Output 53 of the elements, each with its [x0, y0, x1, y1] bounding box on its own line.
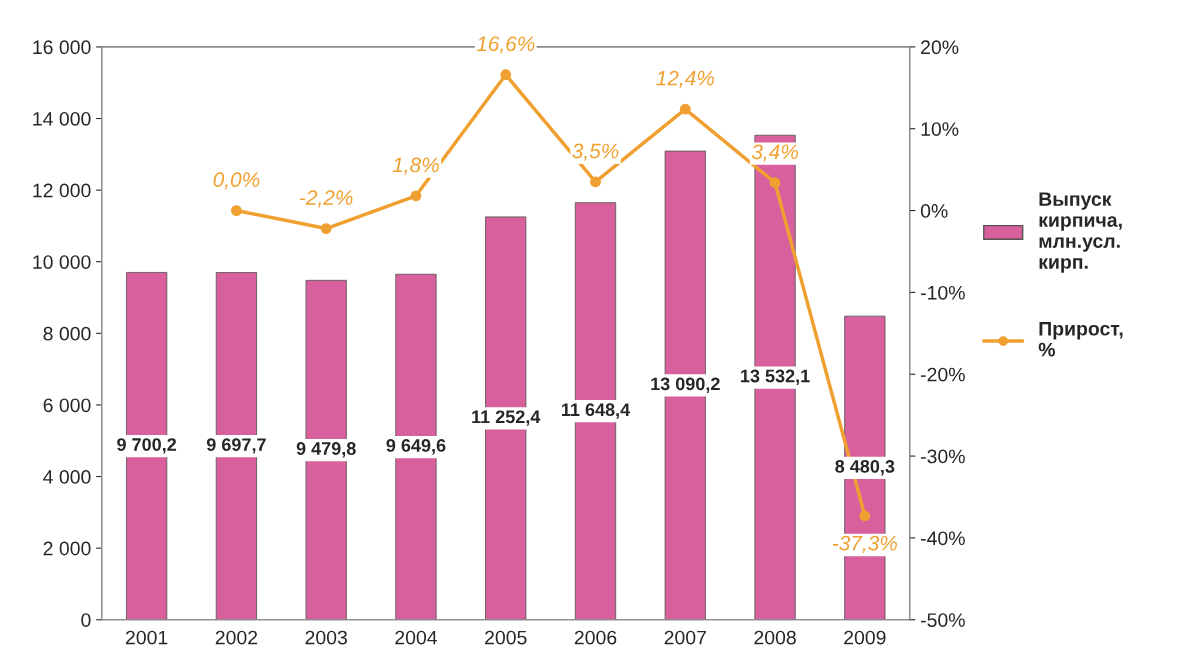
y-tick-label: 4 000: [43, 470, 91, 484]
x-tick-label: 2006: [574, 630, 617, 645]
point: [859, 510, 871, 522]
legend-label: Прирост, %: [1038, 322, 1123, 357]
y2-tick-label: 10%: [921, 122, 959, 136]
y-tick-label: 12 000: [33, 183, 91, 198]
data-label: 12,4%: [656, 70, 714, 88]
data-label: 9 700,2: [117, 438, 177, 454]
data-label: -37,3%: [832, 535, 897, 554]
data-label: -2,2%: [300, 190, 353, 208]
legend-label: Выпуск кирпича, млн.усл. кирп.: [1039, 192, 1122, 273]
point: [769, 177, 781, 189]
point: [231, 205, 242, 216]
x-tick-label: 2001: [125, 630, 168, 645]
point: [679, 103, 691, 115]
data-label: 16,6%: [476, 36, 535, 54]
x-tick-label: 2008: [754, 630, 796, 645]
data-label: 1,8%: [392, 157, 439, 175]
data-label: 13 090,2: [651, 377, 720, 393]
data-label: 13 532,1: [741, 369, 810, 385]
y2-tick-label: -20%: [921, 367, 965, 382]
y2-tick-label: 0%: [920, 204, 948, 218]
data-label: 9 649,6: [386, 439, 446, 455]
y-tick-label: 0: [81, 613, 91, 627]
x-tick-label: 2007: [664, 630, 706, 645]
y2-tick-label: -50%: [921, 613, 965, 627]
y-tick-label: 16 000: [33, 40, 91, 55]
data-label: 11 648,4: [562, 403, 631, 419]
x-tick-label: 2002: [215, 630, 258, 645]
y2-tick-label: -10%: [921, 285, 965, 300]
y2-tick-label: -40%: [921, 531, 965, 546]
point: [500, 69, 512, 81]
data-label: 3,5%: [572, 143, 619, 161]
data-label: 9 697,7: [206, 438, 266, 454]
data-label: 11 252,4: [472, 410, 541, 426]
x-tick-label: 2005: [485, 630, 527, 645]
y-tick-label: 14 000: [33, 111, 91, 126]
point: [590, 176, 601, 188]
data-label: 8 480,3: [835, 460, 895, 476]
x-tick-label: 2009: [844, 630, 886, 645]
data-label: 0,0%: [213, 172, 260, 190]
point: [410, 190, 422, 202]
x-tick-label: 2003: [305, 630, 347, 645]
y2-tick-label: 20%: [921, 40, 959, 55]
x-tick-label: 2004: [395, 630, 438, 645]
data-label: 9 479,8: [296, 442, 356, 458]
y-tick-label: 10 000: [33, 255, 91, 269]
y2-tick-label: -30%: [921, 449, 965, 464]
y-tick-label: 8 000: [43, 326, 91, 341]
y-tick-label: 6 000: [43, 398, 91, 413]
point: [320, 223, 332, 234]
y-tick-label: 2 000: [43, 541, 91, 556]
data-label: 3,4%: [751, 144, 798, 162]
